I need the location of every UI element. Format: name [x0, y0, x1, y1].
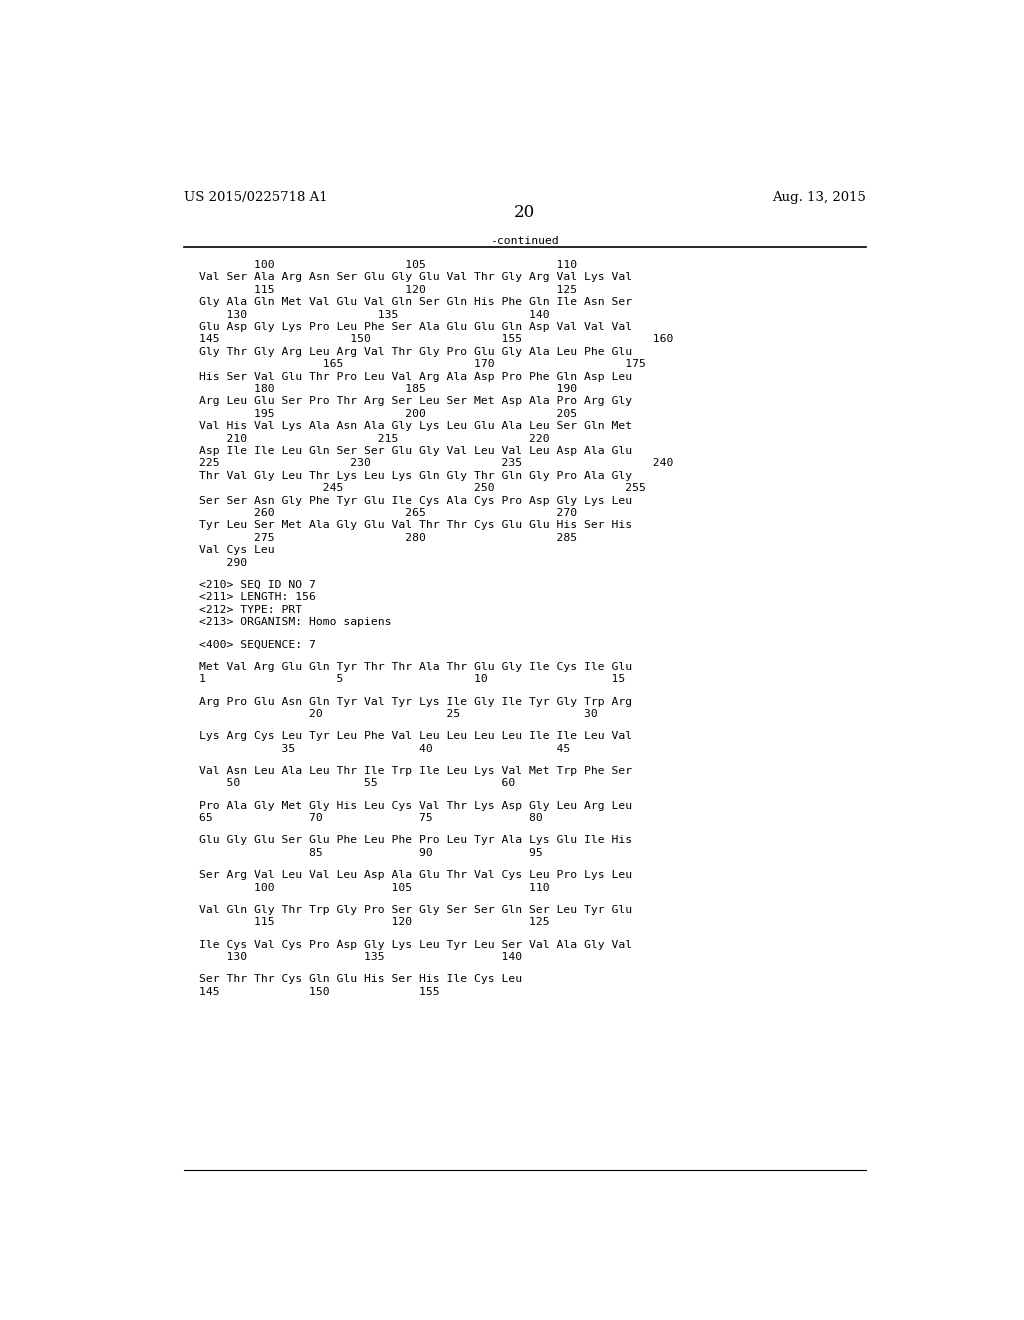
Text: 35                  40                  45: 35 40 45 — [200, 743, 570, 754]
Text: 85              90              95: 85 90 95 — [200, 847, 543, 858]
Text: 245                   250                   255: 245 250 255 — [200, 483, 646, 494]
Text: Gly Ala Gln Met Val Glu Val Gln Ser Gln His Phe Gln Ile Asn Ser: Gly Ala Gln Met Val Glu Val Gln Ser Gln … — [200, 297, 633, 308]
Text: 20                  25                  30: 20 25 30 — [200, 709, 598, 719]
Text: 225                   230                   235                   240: 225 230 235 240 — [200, 458, 674, 469]
Text: Ser Thr Thr Cys Gln Glu His Ser His Ile Cys Leu: Ser Thr Thr Cys Gln Glu His Ser His Ile … — [200, 974, 522, 985]
Text: Ser Arg Val Leu Val Leu Asp Ala Glu Thr Val Cys Leu Pro Lys Leu: Ser Arg Val Leu Val Leu Asp Ala Glu Thr … — [200, 870, 633, 880]
Text: <211> LENGTH: 156: <211> LENGTH: 156 — [200, 593, 316, 602]
Text: 195                   200                   205: 195 200 205 — [200, 409, 578, 418]
Text: 165                   170                   175: 165 170 175 — [200, 359, 646, 370]
Text: 115                 120                 125: 115 120 125 — [200, 917, 550, 927]
Text: 260                   265                   270: 260 265 270 — [200, 508, 578, 517]
Text: 1                   5                   10                  15: 1 5 10 15 — [200, 675, 626, 684]
Text: Lys Arg Cys Leu Tyr Leu Phe Val Leu Leu Leu Leu Ile Ile Leu Val: Lys Arg Cys Leu Tyr Leu Phe Val Leu Leu … — [200, 731, 633, 742]
Text: Thr Val Gly Leu Thr Lys Leu Lys Gln Gly Thr Gln Gly Pro Ala Gly: Thr Val Gly Leu Thr Lys Leu Lys Gln Gly … — [200, 471, 633, 480]
Text: Glu Asp Gly Lys Pro Leu Phe Ser Ala Glu Glu Gln Asp Val Val Val: Glu Asp Gly Lys Pro Leu Phe Ser Ala Glu … — [200, 322, 633, 333]
Text: 130                   135                   140: 130 135 140 — [200, 310, 550, 319]
Text: 290: 290 — [200, 557, 248, 568]
Text: 210                   215                   220: 210 215 220 — [200, 434, 550, 444]
Text: Val Asn Leu Ala Leu Thr Ile Trp Ile Leu Lys Val Met Trp Phe Ser: Val Asn Leu Ala Leu Thr Ile Trp Ile Leu … — [200, 766, 633, 776]
Text: Gly Thr Gly Arg Leu Arg Val Thr Gly Pro Glu Gly Ala Leu Phe Glu: Gly Thr Gly Arg Leu Arg Val Thr Gly Pro … — [200, 347, 633, 356]
Text: <213> ORGANISM: Homo sapiens: <213> ORGANISM: Homo sapiens — [200, 618, 392, 627]
Text: Pro Ala Gly Met Gly His Leu Cys Val Thr Lys Asp Gly Leu Arg Leu: Pro Ala Gly Met Gly His Leu Cys Val Thr … — [200, 801, 633, 810]
Text: <210> SEQ ID NO 7: <210> SEQ ID NO 7 — [200, 579, 316, 590]
Text: Val Gln Gly Thr Trp Gly Pro Ser Gly Ser Ser Gln Ser Leu Tyr Glu: Val Gln Gly Thr Trp Gly Pro Ser Gly Ser … — [200, 904, 633, 915]
Text: <400> SEQUENCE: 7: <400> SEQUENCE: 7 — [200, 639, 316, 649]
Text: Arg Pro Glu Asn Gln Tyr Val Tyr Lys Ile Gly Ile Tyr Gly Trp Arg: Arg Pro Glu Asn Gln Tyr Val Tyr Lys Ile … — [200, 697, 633, 706]
Text: US 2015/0225718 A1: US 2015/0225718 A1 — [183, 191, 328, 203]
Text: Asp Ile Ile Leu Gln Ser Ser Glu Gly Val Leu Val Leu Asp Ala Glu: Asp Ile Ile Leu Gln Ser Ser Glu Gly Val … — [200, 446, 633, 455]
Text: 145             150             155: 145 150 155 — [200, 986, 440, 997]
Text: 50                  55                  60: 50 55 60 — [200, 779, 516, 788]
Text: His Ser Val Glu Thr Pro Leu Val Arg Ala Asp Pro Phe Gln Asp Leu: His Ser Val Glu Thr Pro Leu Val Arg Ala … — [200, 372, 633, 381]
Text: 115                   120                   125: 115 120 125 — [200, 285, 578, 294]
Text: Ile Cys Val Cys Pro Asp Gly Lys Leu Tyr Leu Ser Val Ala Gly Val: Ile Cys Val Cys Pro Asp Gly Lys Leu Tyr … — [200, 940, 633, 949]
Text: Arg Leu Glu Ser Pro Thr Arg Ser Leu Ser Met Asp Ala Pro Arg Gly: Arg Leu Glu Ser Pro Thr Arg Ser Leu Ser … — [200, 396, 633, 407]
Text: 275                   280                   285: 275 280 285 — [200, 533, 578, 543]
Text: <212> TYPE: PRT: <212> TYPE: PRT — [200, 605, 302, 615]
Text: -continued: -continued — [490, 236, 559, 246]
Text: Val Ser Ala Arg Asn Ser Glu Gly Glu Val Thr Gly Arg Val Lys Val: Val Ser Ala Arg Asn Ser Glu Gly Glu Val … — [200, 272, 633, 282]
Text: Glu Gly Glu Ser Glu Phe Leu Phe Pro Leu Tyr Ala Lys Glu Ile His: Glu Gly Glu Ser Glu Phe Leu Phe Pro Leu … — [200, 836, 633, 845]
Text: Val His Val Lys Ala Asn Ala Gly Lys Leu Glu Ala Leu Ser Gln Met: Val His Val Lys Ala Asn Ala Gly Lys Leu … — [200, 421, 633, 432]
Text: 100                   105                   110: 100 105 110 — [200, 260, 578, 271]
Text: 130                 135                 140: 130 135 140 — [200, 952, 522, 962]
Text: Ser Ser Asn Gly Phe Tyr Glu Ile Cys Ala Cys Pro Asp Gly Lys Leu: Ser Ser Asn Gly Phe Tyr Glu Ile Cys Ala … — [200, 495, 633, 506]
Text: 20: 20 — [514, 205, 536, 222]
Text: Aug. 13, 2015: Aug. 13, 2015 — [772, 191, 866, 203]
Text: Val Cys Leu: Val Cys Leu — [200, 545, 275, 556]
Text: 145                   150                   155                   160: 145 150 155 160 — [200, 334, 674, 345]
Text: 180                   185                   190: 180 185 190 — [200, 384, 578, 395]
Text: Met Val Arg Glu Gln Tyr Thr Thr Ala Thr Glu Gly Ile Cys Ile Glu: Met Val Arg Glu Gln Tyr Thr Thr Ala Thr … — [200, 661, 633, 672]
Text: 65              70              75              80: 65 70 75 80 — [200, 813, 543, 824]
Text: 100                 105                 110: 100 105 110 — [200, 883, 550, 892]
Text: Tyr Leu Ser Met Ala Gly Glu Val Thr Thr Cys Glu Glu His Ser His: Tyr Leu Ser Met Ala Gly Glu Val Thr Thr … — [200, 520, 633, 531]
